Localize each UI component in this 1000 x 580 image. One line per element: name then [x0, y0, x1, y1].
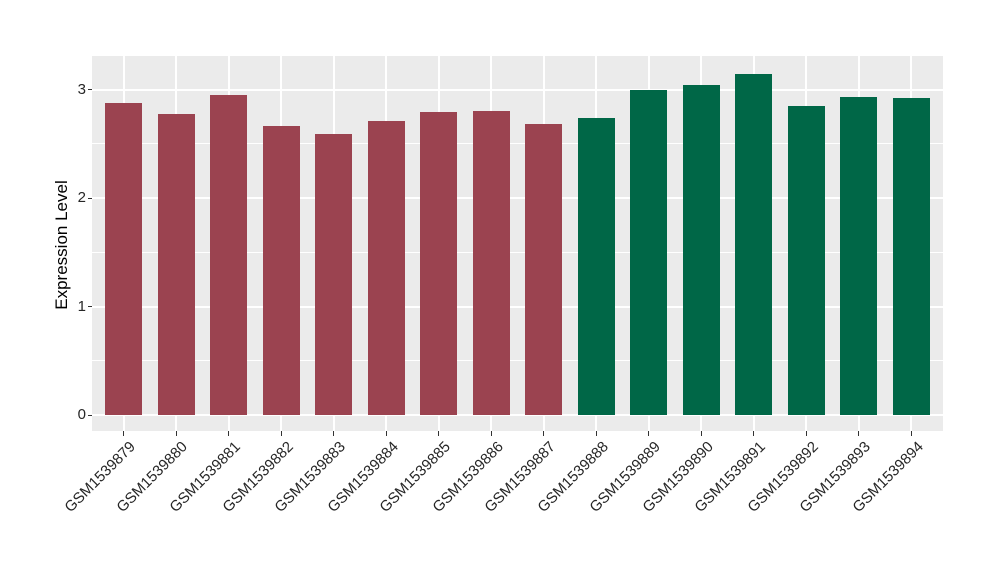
bar-GSM1539892 — [787, 105, 825, 415]
bar-GSM1539882 — [262, 126, 300, 415]
bar-GSM1539889 — [630, 89, 668, 415]
x-tick-mark — [910, 431, 912, 436]
x-tick-mark — [700, 431, 702, 436]
y-tick-mark — [88, 306, 92, 307]
x-tick-mark — [805, 431, 807, 436]
x-tick-mark — [438, 431, 440, 436]
y-tick-mark — [88, 414, 92, 416]
bar-GSM1539879 — [105, 102, 143, 415]
x-tick-mark — [543, 431, 545, 436]
minor-gridline — [92, 251, 943, 253]
x-tick-mark — [228, 431, 230, 436]
x-tick-mark — [385, 431, 387, 436]
x-tick-mark — [123, 431, 125, 436]
y-axis-tick-label: 0 — [77, 406, 86, 423]
major-gridline — [92, 414, 943, 416]
x-tick-mark — [753, 431, 755, 436]
x-tick-mark — [595, 431, 597, 436]
y-axis-tick-label: 3 — [77, 80, 86, 98]
bar-GSM1539884 — [367, 120, 405, 415]
x-tick-mark — [490, 431, 492, 436]
bar-GSM1539894 — [892, 98, 930, 415]
bar-GSM1539887 — [525, 124, 563, 415]
bar-GSM1539888 — [577, 117, 615, 415]
x-tick-mark — [280, 431, 282, 436]
major-gridline — [92, 305, 943, 308]
bar-GSM1539881 — [210, 94, 248, 415]
x-tick-mark — [333, 431, 335, 436]
bar-GSM1539893 — [840, 97, 878, 415]
y-tick-mark — [88, 197, 92, 199]
x-tick-mark — [858, 431, 860, 436]
x-tick-mark — [175, 431, 177, 436]
plot-panel — [92, 56, 943, 431]
y-tick-mark — [88, 89, 92, 90]
x-tick-mark — [648, 431, 650, 436]
bar-GSM1539891 — [735, 74, 773, 415]
y-axis-tick-label: 1 — [77, 297, 86, 315]
bar-GSM1539883 — [315, 133, 353, 415]
major-gridline — [92, 197, 943, 199]
bar-GSM1539890 — [682, 85, 720, 415]
minor-gridline — [92, 143, 943, 145]
bar-GSM1539885 — [420, 112, 458, 415]
y-axis-tick-label: 2 — [77, 189, 86, 206]
major-gridline — [92, 88, 943, 91]
minor-gridline — [92, 360, 943, 362]
bar-GSM1539880 — [157, 114, 195, 415]
bar-GSM1539886 — [472, 111, 510, 415]
